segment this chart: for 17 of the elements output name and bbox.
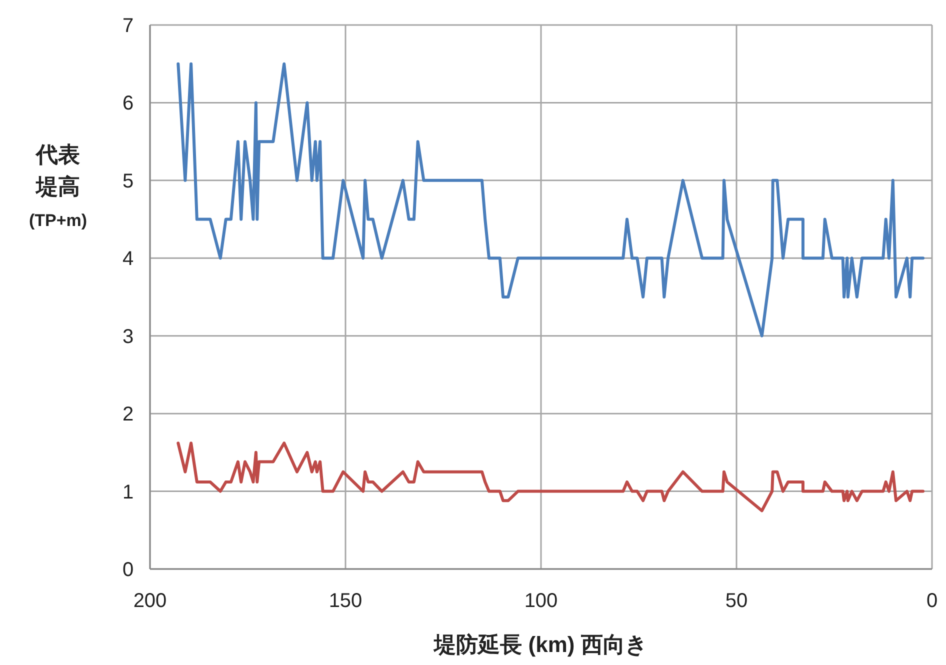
y-tick-label: 3 — [122, 326, 134, 348]
y-tick-label: 2 — [122, 404, 134, 426]
x-tick-label: 0 — [926, 590, 938, 612]
x-tick-label: 150 — [328, 590, 362, 612]
y-tick-label: 7 — [122, 15, 134, 37]
line-series — [176, 442, 925, 512]
y-tick-label: 4 — [122, 248, 134, 270]
x-tick-label: 200 — [133, 590, 167, 612]
x-tick-label: 100 — [524, 590, 558, 612]
y-tick-label: 5 — [122, 170, 134, 192]
x-tick-label: 50 — [725, 590, 748, 612]
y-tick-label: 1 — [122, 481, 134, 504]
y-axis-title: 代表堤高(TP+m) — [28, 142, 88, 230]
y-tick-label: 0 — [122, 559, 134, 581]
x-axis-title: 堤防延長 (km) 西向き — [433, 632, 648, 657]
y-tick-label: 6 — [122, 92, 134, 115]
line-series — [176, 62, 925, 338]
